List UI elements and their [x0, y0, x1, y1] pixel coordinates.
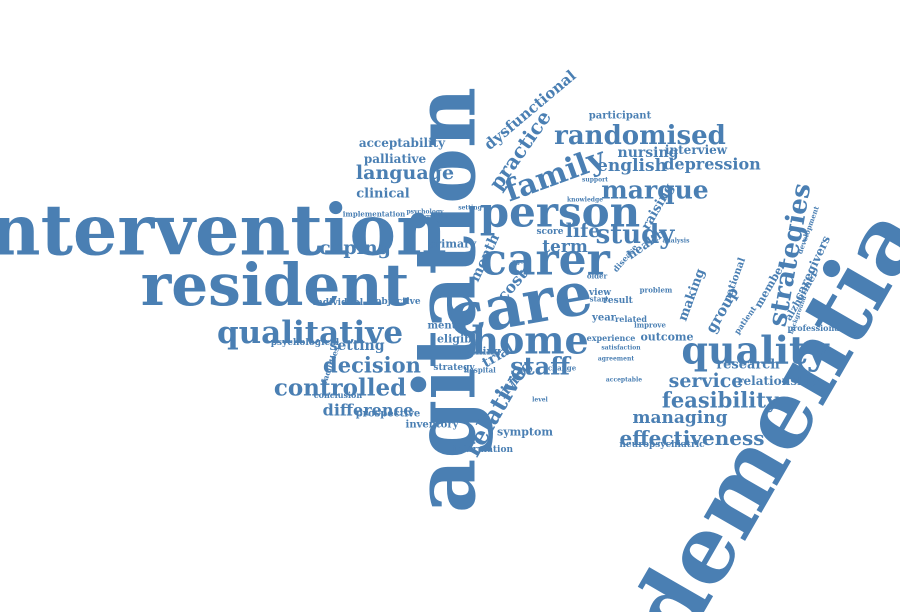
word-hospital: hospital [464, 366, 496, 375]
word-clinical: clinical [356, 187, 410, 202]
word-agreement: agreement [598, 356, 634, 363]
word-satisfaction: satisfaction [601, 345, 641, 352]
word-study: study [596, 220, 676, 250]
word-relationship: relationship [737, 374, 819, 388]
word-start: start [590, 295, 609, 304]
word-inventory: inventory [406, 420, 460, 431]
word-older: older [587, 272, 608, 281]
word-problem: problem [640, 286, 673, 295]
word-research: research [716, 358, 780, 373]
word-agitation: agitation [396, 87, 495, 513]
word-eligible: eligible [437, 333, 483, 346]
word-controlled: controlled [274, 375, 406, 402]
word-participant: participant [589, 111, 652, 122]
word-qualitative: qualitative [217, 315, 403, 351]
word-experience: experience [587, 333, 636, 343]
word-language: language [356, 162, 454, 184]
word-psychological: psychological [271, 338, 340, 348]
word-effectiveness: effectiveness [619, 426, 764, 450]
word-randomised: randomised [554, 121, 726, 151]
word-resident: resident [141, 251, 410, 319]
word-score: score [536, 227, 563, 237]
word-result: result [603, 296, 633, 306]
word-difference: difference [323, 401, 414, 420]
word-interview: interview [665, 143, 728, 157]
word-professional: professional [787, 323, 842, 333]
word-intervention: intervention [0, 189, 447, 272]
word-improve: improve [634, 321, 666, 330]
word-palliative: palliative [364, 152, 427, 166]
word-depression: depression [663, 155, 761, 174]
word-support: support [582, 177, 608, 184]
word-setting2: setting [458, 205, 482, 212]
word-training: training [455, 347, 501, 358]
word-conclusion: conclusion [314, 390, 363, 400]
word-neuropsychiatric: neuropsychiatric [619, 440, 705, 450]
word-year: year [591, 313, 617, 324]
word-decision: decision [323, 353, 421, 378]
word-primary: primary [428, 238, 477, 251]
word-level: level [532, 397, 548, 404]
word-life: life [566, 220, 601, 242]
word-carer: carer [480, 235, 610, 286]
word-aged: aged [512, 259, 529, 266]
word-home: home [471, 318, 588, 363]
word-symptom: symptom [497, 426, 553, 439]
word-feasibility: feasibility [662, 388, 779, 413]
word-nursing: nursing [618, 145, 679, 161]
word-implementation: implementation [343, 210, 405, 219]
word-acceptability: acceptability [359, 136, 446, 150]
word-individual: individual [313, 298, 364, 308]
word-prospective: prospective [356, 409, 421, 420]
word-staff: staff [510, 352, 571, 381]
word-view: view [588, 288, 611, 298]
word-coping: coping [319, 237, 391, 259]
word-mental: mental [427, 321, 466, 332]
word-analysis: analysis [663, 238, 691, 245]
word-english: english [597, 156, 667, 176]
word-term: term [542, 237, 588, 257]
word-change: change [548, 364, 577, 373]
word-graduate: graduate [425, 214, 455, 221]
word-outcome: outcome [640, 331, 693, 344]
word-service: service [669, 370, 744, 392]
word-acceptable: acceptable [606, 377, 642, 384]
word-making: making [676, 267, 709, 324]
word-marque: marque [601, 176, 708, 205]
word-related: related [615, 314, 647, 324]
word-setting: setting [329, 338, 384, 354]
word-knowledge: knowledge [567, 197, 603, 204]
word-strategy: strategy [433, 363, 475, 373]
word-psychology: psychology [406, 209, 444, 216]
word-managing: managing [633, 408, 728, 428]
word-quality: quality [681, 328, 829, 373]
word-person: person [480, 188, 640, 237]
word-objective: objective [375, 297, 421, 307]
word-information: information [453, 445, 514, 455]
